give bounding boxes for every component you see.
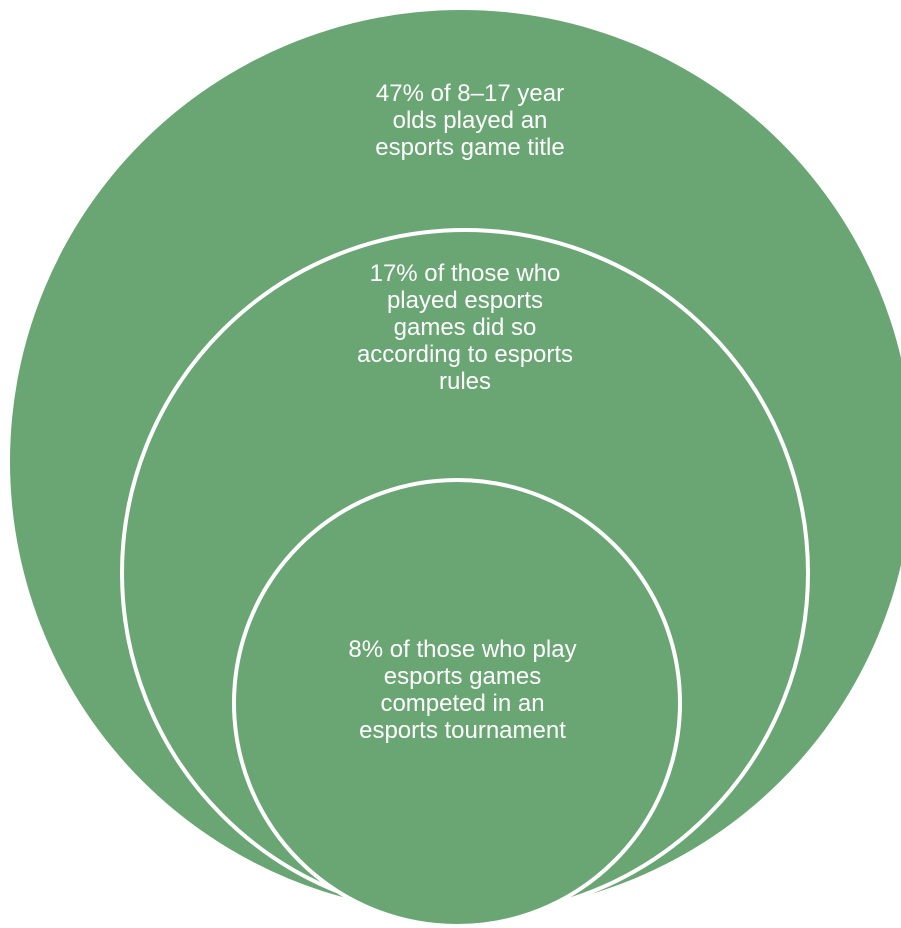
middle-circle-label: 17% of those who played esports games di… [356, 260, 574, 395]
outer-circle-label: 47% of 8–17 year olds played an esports … [375, 80, 565, 161]
inner-circle-label: 8% of those who play esports games compe… [348, 636, 577, 744]
nested-circle-diagram: 47% of 8–17 year olds played an esports … [10, 10, 901, 928]
